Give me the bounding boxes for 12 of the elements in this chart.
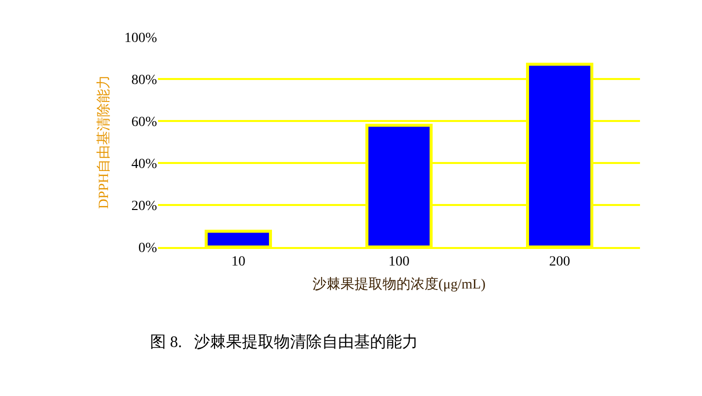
caption: 图 8. 沙棘果提取物清除自由基的能力 xyxy=(150,333,418,351)
y-tick-label: 40% xyxy=(131,156,158,172)
y-tick-label: 20% xyxy=(131,198,158,214)
x-tick-label: 200 xyxy=(549,254,570,270)
y-tick-label: 0% xyxy=(138,240,158,256)
x-axis-title: 沙棘果提取物的浓度(μg/mL) xyxy=(312,276,486,292)
y-tick-label: 80% xyxy=(131,72,158,88)
y-tick-label: 100% xyxy=(124,30,158,46)
x-tick-label: 100 xyxy=(388,254,410,270)
x-tick-label: 10 xyxy=(231,254,246,270)
y-axis-title: DPPH自由基清除能力 xyxy=(96,75,112,209)
y-tick-label: 60% xyxy=(131,114,158,130)
